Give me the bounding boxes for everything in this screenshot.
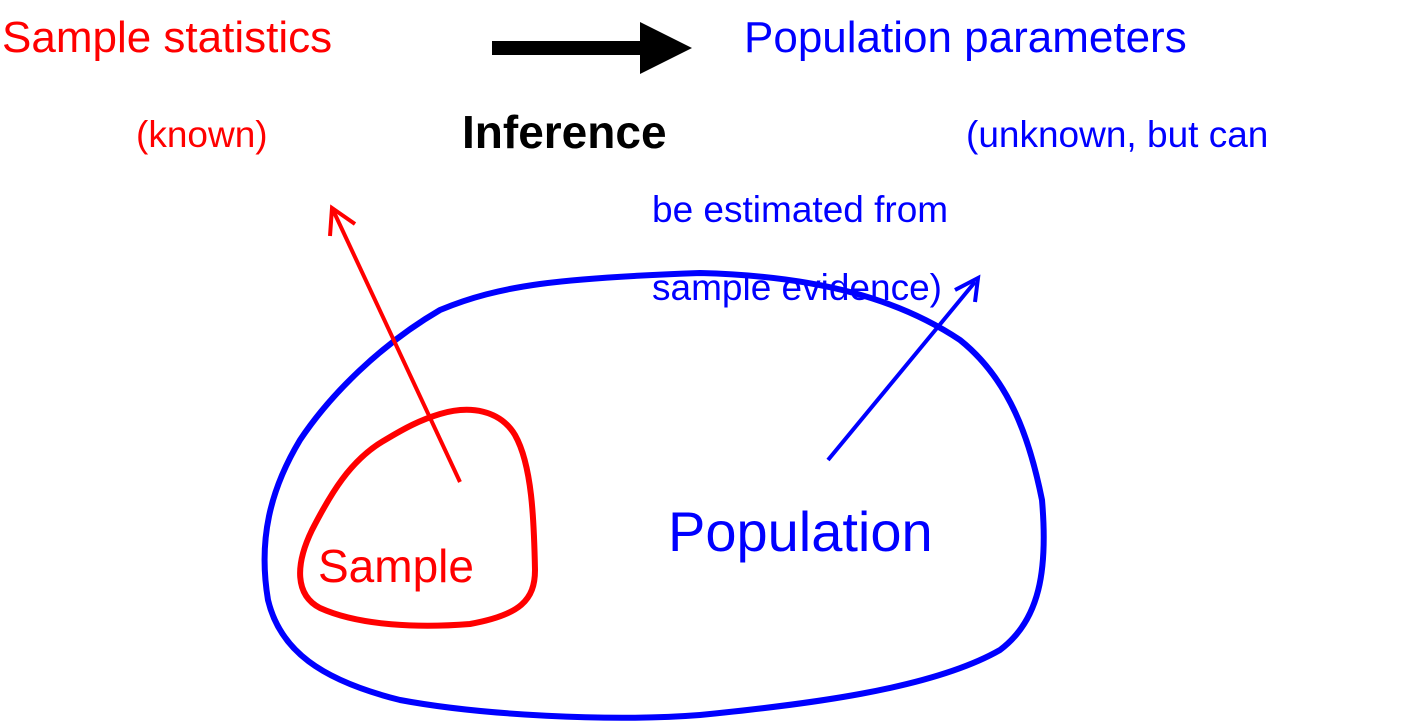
population-label: Population [668,500,933,563]
sample-arrow-head [328,204,357,237]
sample-statistics: Sample statistics [2,13,332,62]
population-parameters: Population parameters [744,13,1187,62]
inference-label: Inference [462,106,667,158]
inference-arrow-shaft [492,41,642,55]
inference-arrow-head [640,22,692,74]
population-outline [261,270,1047,721]
population-arrow-head [954,274,981,303]
known-note: (known) [136,114,268,155]
unknown-note-line: be estimated from [652,189,948,230]
sample-outline [297,406,538,629]
unknown-note-line: (unknown, but can [966,114,1268,155]
population-arrow [826,280,977,462]
sample-arrow [333,210,462,483]
sample-label: Sample [318,540,474,592]
unknown-note-line: sample evidence) [652,267,942,308]
